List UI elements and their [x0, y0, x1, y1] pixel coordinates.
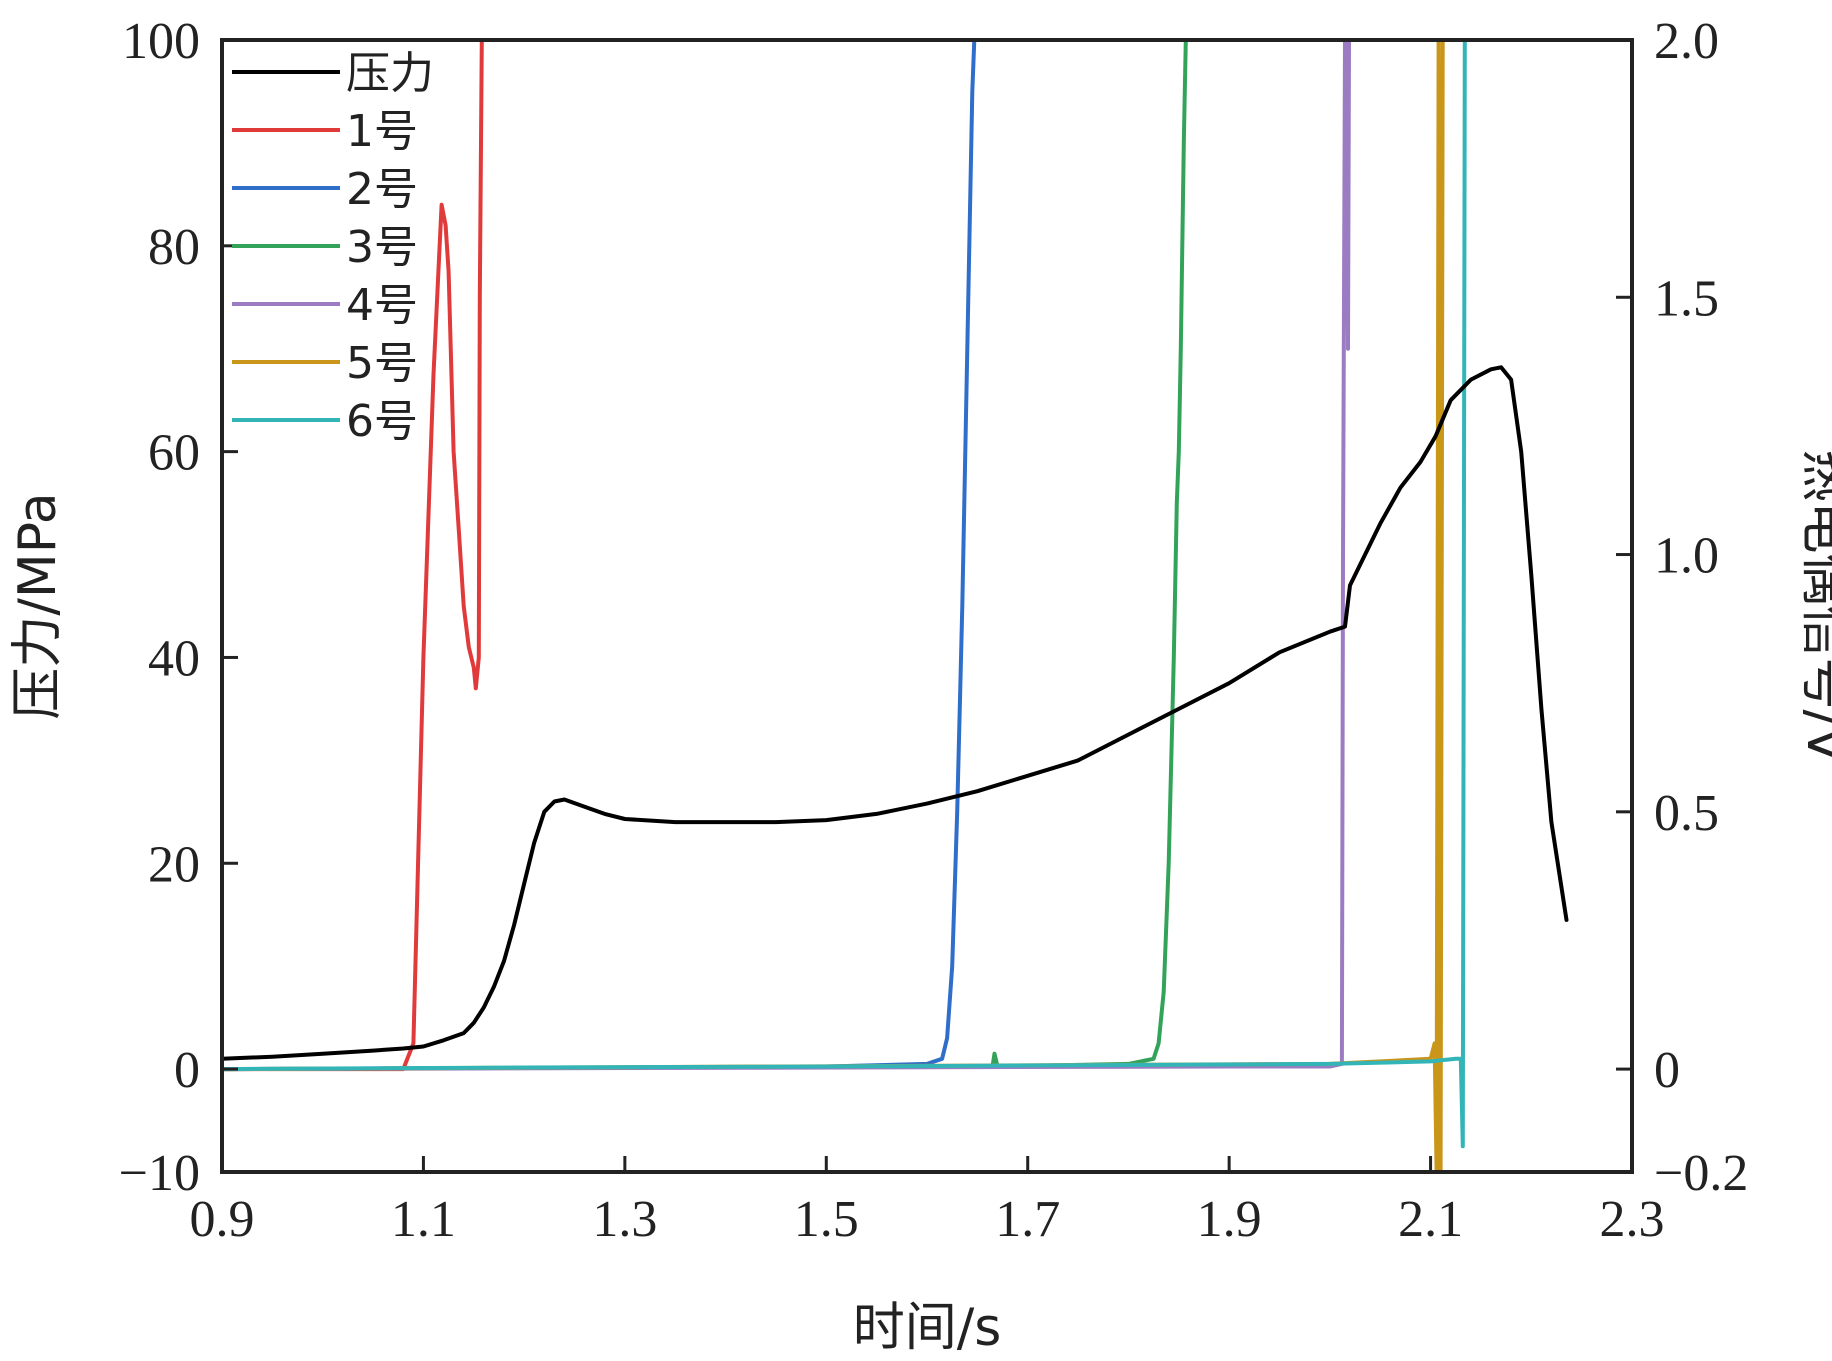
- x-tick-label-5: 1.9: [1197, 1191, 1262, 1248]
- y-right-tick-label-4: 1.5: [1654, 270, 1719, 327]
- y-left-tick-label-5: 80: [148, 219, 200, 276]
- x-tick-label-2: 1.3: [592, 1191, 657, 1248]
- y-left-tick-label-4: 60: [148, 425, 200, 482]
- y-right-tick-label-5: 2.0: [1654, 13, 1719, 70]
- legend-label-4: 4号: [346, 280, 418, 331]
- legend-label-2: 2号: [346, 164, 418, 215]
- x-tick-label-0: 0.9: [190, 1191, 255, 1248]
- legend: 压力 1号 2号 3号 4号 5号 6号: [232, 48, 434, 447]
- y-right-tick-label-2: 0.5: [1654, 785, 1719, 842]
- x-tick-label-6: 2.1: [1398, 1191, 1463, 1248]
- series-line-6: [222, 40, 1467, 1149]
- y-right-tick-label-0: −0.2: [1654, 1145, 1748, 1202]
- legend-label-5: 5号: [346, 338, 418, 389]
- legend-label-3: 3号: [346, 222, 418, 273]
- y-right-tick-label-3: 1.0: [1654, 528, 1719, 585]
- y-axis-left-title: 压力/MPa: [8, 492, 68, 719]
- y-left-tick-label-6: 100: [122, 13, 200, 70]
- series-line-0: [222, 365, 1569, 1061]
- legend-label-0: 压力: [346, 48, 434, 99]
- y-right-tick-label-1: 0: [1654, 1042, 1680, 1099]
- y-left-tick-label-1: 0: [174, 1042, 200, 1099]
- series-layer: [222, 40, 1569, 1172]
- plot-frame: [220, 38, 1634, 1174]
- series-line-4: [222, 40, 1351, 1072]
- x-tick-label-7: 2.3: [1600, 1191, 1665, 1248]
- series-line-2: [222, 40, 977, 1072]
- y-axis-right-title: 热电偶信号/V: [1795, 449, 1832, 763]
- legend-label-6: 6号: [346, 396, 418, 447]
- y-left-tick-label-3: 40: [148, 630, 200, 687]
- x-axis-title: 时间/s: [853, 1298, 1002, 1358]
- y-left-tick-label-0: −10: [119, 1145, 200, 1202]
- x-tick-label-3: 1.5: [794, 1191, 859, 1248]
- ticks-layer: 0.9 1.1 1.3 1.5 1.7 1.9 2.1 2.3 −10 0 20 40 60 80 100 −…: [119, 13, 1749, 1248]
- series-line-3: [222, 40, 1188, 1072]
- y-left-tick-label-2: 20: [148, 836, 200, 893]
- legend-label-1: 1号: [346, 106, 418, 157]
- x-tick-label-4: 1.7: [995, 1191, 1060, 1248]
- x-tick-label-1: 1.1: [391, 1191, 456, 1248]
